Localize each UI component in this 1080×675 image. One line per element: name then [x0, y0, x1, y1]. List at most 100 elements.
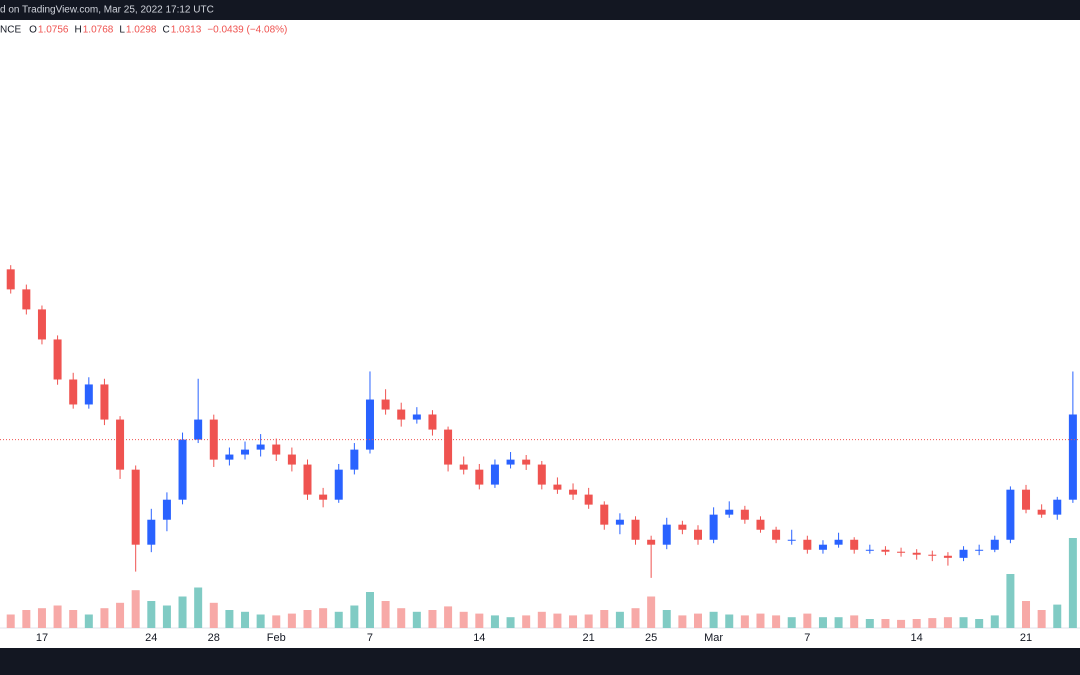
candle-body	[397, 409, 406, 420]
candle-body	[506, 459, 515, 465]
candle-body	[350, 449, 359, 470]
candle-body	[428, 414, 437, 430]
x-tick-label: 17	[36, 632, 48, 644]
candle-body	[569, 489, 578, 495]
candle-body	[959, 549, 968, 558]
candle-body	[772, 529, 781, 540]
candle-body	[131, 469, 140, 545]
volume-bar	[319, 608, 328, 628]
x-tick-label: 14	[473, 632, 485, 644]
volume-bar	[756, 613, 765, 628]
x-tick-label: 7	[367, 632, 373, 644]
candle-body	[334, 469, 343, 500]
candle-body	[6, 269, 15, 290]
candle-body	[553, 484, 562, 490]
volume-bar	[334, 611, 343, 628]
candle-body	[694, 529, 702, 540]
volume-bar	[84, 614, 93, 628]
candle-body	[381, 399, 390, 410]
volume-bar	[631, 608, 640, 628]
volume-bar	[209, 602, 218, 628]
volume-bar	[6, 614, 15, 628]
x-tick-label: 25	[645, 632, 657, 644]
volume-bar	[569, 615, 578, 628]
candle-body	[990, 539, 999, 550]
candle-body	[943, 555, 952, 558]
candle-body	[912, 552, 921, 555]
volume-bar	[178, 596, 187, 628]
volume-bar	[990, 615, 999, 628]
volume-bar	[444, 606, 453, 628]
volume-bar	[350, 605, 359, 628]
top-bar	[0, 0, 1080, 20]
x-tick-label: 28	[208, 632, 220, 644]
volume-bar	[506, 617, 515, 628]
candle-body	[22, 289, 31, 310]
candle-body	[365, 399, 374, 450]
volume-bar	[615, 611, 624, 628]
volume-bar	[241, 611, 250, 628]
candle-body	[897, 551, 906, 553]
volume-bar	[162, 605, 171, 628]
candle-body	[709, 514, 718, 540]
volume-bar	[584, 614, 593, 628]
volume-bar	[412, 611, 421, 628]
volume-bar	[553, 613, 562, 628]
candle-body	[678, 524, 687, 530]
x-tick-label: Feb	[267, 632, 286, 644]
x-tick-label: 24	[145, 632, 157, 644]
volume-bar	[272, 615, 281, 628]
volume-bar	[53, 605, 62, 628]
candle-body	[272, 444, 281, 455]
volume-bar	[194, 587, 203, 628]
candle-body	[834, 539, 843, 545]
candle-body	[147, 519, 156, 545]
candle-body	[1037, 509, 1046, 515]
candle-body	[647, 539, 656, 545]
candle-body	[53, 339, 62, 380]
candle-body	[631, 519, 640, 540]
volume-bar	[647, 596, 656, 628]
candle-body	[256, 444, 265, 450]
volume-bar	[694, 613, 702, 628]
candle-body	[490, 464, 499, 485]
volume-bar	[943, 617, 952, 628]
volume-bar	[131, 590, 140, 628]
candle-body	[881, 549, 890, 552]
ohlc-label: O	[29, 25, 37, 36]
volume-bar	[678, 615, 687, 628]
bottom-bar	[0, 648, 1080, 675]
candle-body	[725, 509, 734, 515]
volume-bar	[397, 608, 406, 628]
volume-bar	[834, 617, 843, 628]
candle-body	[522, 459, 531, 465]
candle-body	[928, 554, 937, 556]
volume-bar	[772, 615, 781, 628]
volume-bar	[975, 619, 984, 628]
volume-bar	[287, 613, 296, 628]
volume-bar	[490, 615, 499, 628]
volume-bar	[881, 619, 890, 628]
candle-body	[600, 504, 609, 525]
volume-bar	[600, 610, 609, 628]
volume-bar	[116, 602, 125, 628]
x-tick-label: 7	[804, 632, 810, 644]
volume-bar	[522, 615, 531, 628]
candle-body	[116, 419, 125, 470]
candle-body	[225, 454, 234, 460]
volume-bar	[537, 611, 546, 628]
x-tick-label: 14	[911, 632, 923, 644]
candle-body	[459, 464, 468, 470]
candle-body	[475, 469, 484, 485]
candle-body	[662, 524, 671, 545]
volume-bar	[381, 601, 390, 628]
volume-bar	[225, 610, 234, 628]
candle-body	[444, 429, 453, 465]
volume-bar	[928, 618, 937, 628]
ohlc-value: 1.0756	[38, 25, 69, 36]
volume-bar	[850, 615, 859, 628]
candle-body	[818, 544, 827, 550]
candle-body	[537, 464, 546, 485]
candle-body	[241, 449, 250, 455]
candle-body	[756, 519, 765, 530]
